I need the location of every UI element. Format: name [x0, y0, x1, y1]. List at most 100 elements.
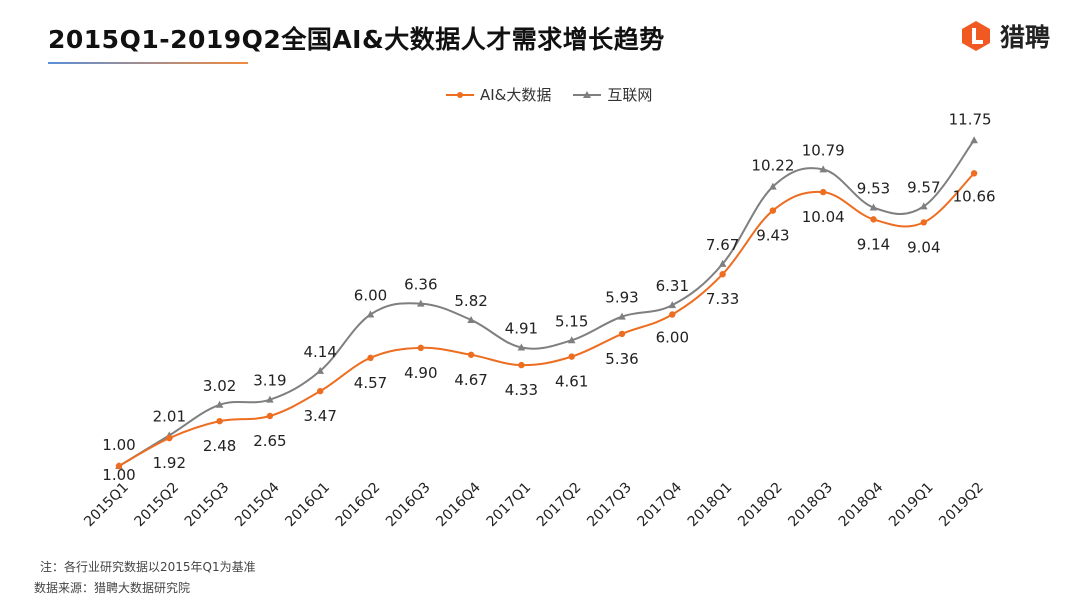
point-ai-2 [216, 417, 223, 425]
data-label-internet-0: 1.00 [102, 436, 135, 454]
point-internet-14 [819, 165, 827, 173]
point-internet-13 [769, 182, 777, 190]
point-internet-4 [316, 366, 324, 374]
point-ai-17 [970, 170, 978, 177]
x-tick-label-0: 2015Q1 [81, 480, 132, 531]
series-line-0 [118, 172, 975, 467]
point-ai-16 [920, 219, 927, 226]
data-label-ai-12: 7.33 [706, 290, 739, 308]
data-label-internet-12: 7.67 [706, 236, 739, 254]
data-label-ai-4: 3.47 [303, 407, 336, 425]
brand-logo-group: 猎聘 [960, 18, 1050, 54]
x-tick-label-3: 2015Q4 [232, 479, 283, 530]
x-tick-label-5: 2016Q2 [333, 480, 384, 531]
point-ai-7 [467, 351, 475, 358]
legend-marker-ai [446, 91, 474, 98]
legend-label-internet: 互联网 [607, 86, 653, 104]
point-internet-12 [718, 259, 727, 267]
x-tick-label-8: 2017Q1 [484, 480, 535, 531]
footnote: 注：各行业研究数据以2015年Q1为基准 [40, 560, 256, 574]
x-tick-label-9: 2017Q2 [534, 480, 585, 531]
x-tick-label-14: 2018Q3 [785, 480, 836, 531]
data-label-internet-3: 3.19 [253, 372, 286, 390]
x-tick-label-13: 2018Q2 [735, 480, 786, 531]
point-internet-5 [366, 310, 375, 318]
data-label-ai-6: 4.90 [404, 364, 437, 382]
data-label-internet-15: 9.53 [857, 180, 890, 198]
point-ai-15 [870, 216, 877, 223]
point-ai-12 [719, 271, 726, 278]
data-label-ai-14: 10.04 [802, 208, 845, 226]
data-label-ai-10: 5.36 [605, 350, 638, 368]
x-tick-label-16: 2019Q1 [886, 480, 937, 531]
point-internet-11 [668, 301, 677, 309]
data-label-internet-2: 3.02 [203, 377, 236, 395]
data-label-internet-16: 9.57 [907, 178, 940, 196]
x-tick-label-15: 2018Q4 [836, 479, 887, 530]
legend-item-internet: 互联网 [573, 84, 652, 105]
x-tick-label-1: 2015Q2 [132, 480, 183, 531]
data-label-internet-13: 10.22 [751, 157, 794, 175]
data-label-internet-6: 6.36 [404, 276, 437, 294]
data-label-ai-15: 9.14 [857, 235, 890, 253]
point-internet-2 [215, 400, 224, 408]
x-tick-label-10: 2017Q3 [584, 480, 635, 531]
x-tick-label-4: 2016Q1 [282, 480, 333, 531]
point-internet-17 [970, 136, 978, 144]
data-label-ai-9: 4.61 [555, 373, 588, 391]
point-internet-16 [920, 202, 928, 210]
liepin-logo-icon [961, 21, 990, 51]
point-ai-9 [568, 353, 575, 360]
data-label-internet-14: 10.79 [802, 141, 845, 159]
point-internet-15 [869, 203, 878, 211]
point-internet-3 [266, 395, 274, 403]
data-label-internet-5: 6.00 [354, 287, 387, 305]
data-label-ai-1: 1.92 [153, 454, 186, 472]
data-label-ai-11: 6.00 [656, 329, 689, 347]
brand-name: 猎聘 [999, 23, 1050, 52]
x-tick-label-2: 2015Q3 [182, 480, 233, 531]
data-label-ai-8: 4.33 [505, 381, 538, 399]
title-underline [48, 62, 248, 64]
point-internet-6 [417, 299, 425, 307]
point-internet-9 [567, 336, 576, 344]
point-ai-8 [518, 361, 525, 369]
x-tick-label-12: 2018Q1 [685, 480, 736, 531]
data-label-ai-7: 4.67 [454, 371, 487, 389]
point-ai-4 [317, 387, 324, 395]
point-ai-5 [367, 354, 374, 362]
point-ai-0 [115, 462, 123, 470]
x-tick-label-7: 2016Q4 [433, 479, 484, 530]
x-tick-label-6: 2016Q3 [383, 480, 434, 531]
point-ai-10 [618, 330, 626, 338]
point-ai-3 [266, 412, 274, 420]
point-internet-10 [618, 312, 626, 320]
point-internet-8 [517, 343, 526, 351]
data-label-ai-2: 2.48 [203, 437, 236, 455]
legend-label-ai: AI&大数据 [480, 86, 552, 104]
data-source: 数据来源：猎聘大数据研究院 [34, 581, 191, 595]
x-tick-label-17: 2019Q2 [936, 480, 987, 531]
series-line-1 [118, 139, 975, 467]
data-label-internet-7: 5.82 [454, 292, 487, 310]
data-label-internet-4: 4.14 [303, 343, 336, 361]
point-ai-1 [166, 434, 173, 442]
data-label-internet-9: 5.15 [555, 312, 588, 330]
data-label-ai-16: 9.04 [907, 238, 940, 256]
data-label-ai-17: 10.66 [953, 187, 996, 205]
page-title: 2015Q1-2019Q2全国AI&大数据人才需求增长趋势 [48, 25, 665, 54]
legend-marker-internet [573, 90, 602, 98]
legend-item-ai: AI&大数据 [446, 84, 551, 105]
point-internet-7 [467, 315, 475, 323]
data-label-internet-1: 2.01 [153, 407, 186, 425]
data-label-ai-5: 4.57 [354, 374, 387, 392]
point-ai-14 [820, 188, 827, 196]
point-ai-6 [417, 344, 424, 352]
chart-legend: AI&大数据 互联网 [446, 84, 652, 105]
data-label-internet-17: 11.75 [949, 110, 992, 128]
data-label-ai-13: 9.43 [756, 227, 789, 245]
data-label-internet-11: 6.31 [656, 277, 689, 295]
data-label-internet-10: 5.93 [605, 289, 638, 307]
x-tick-label-11: 2017Q4 [635, 479, 686, 530]
